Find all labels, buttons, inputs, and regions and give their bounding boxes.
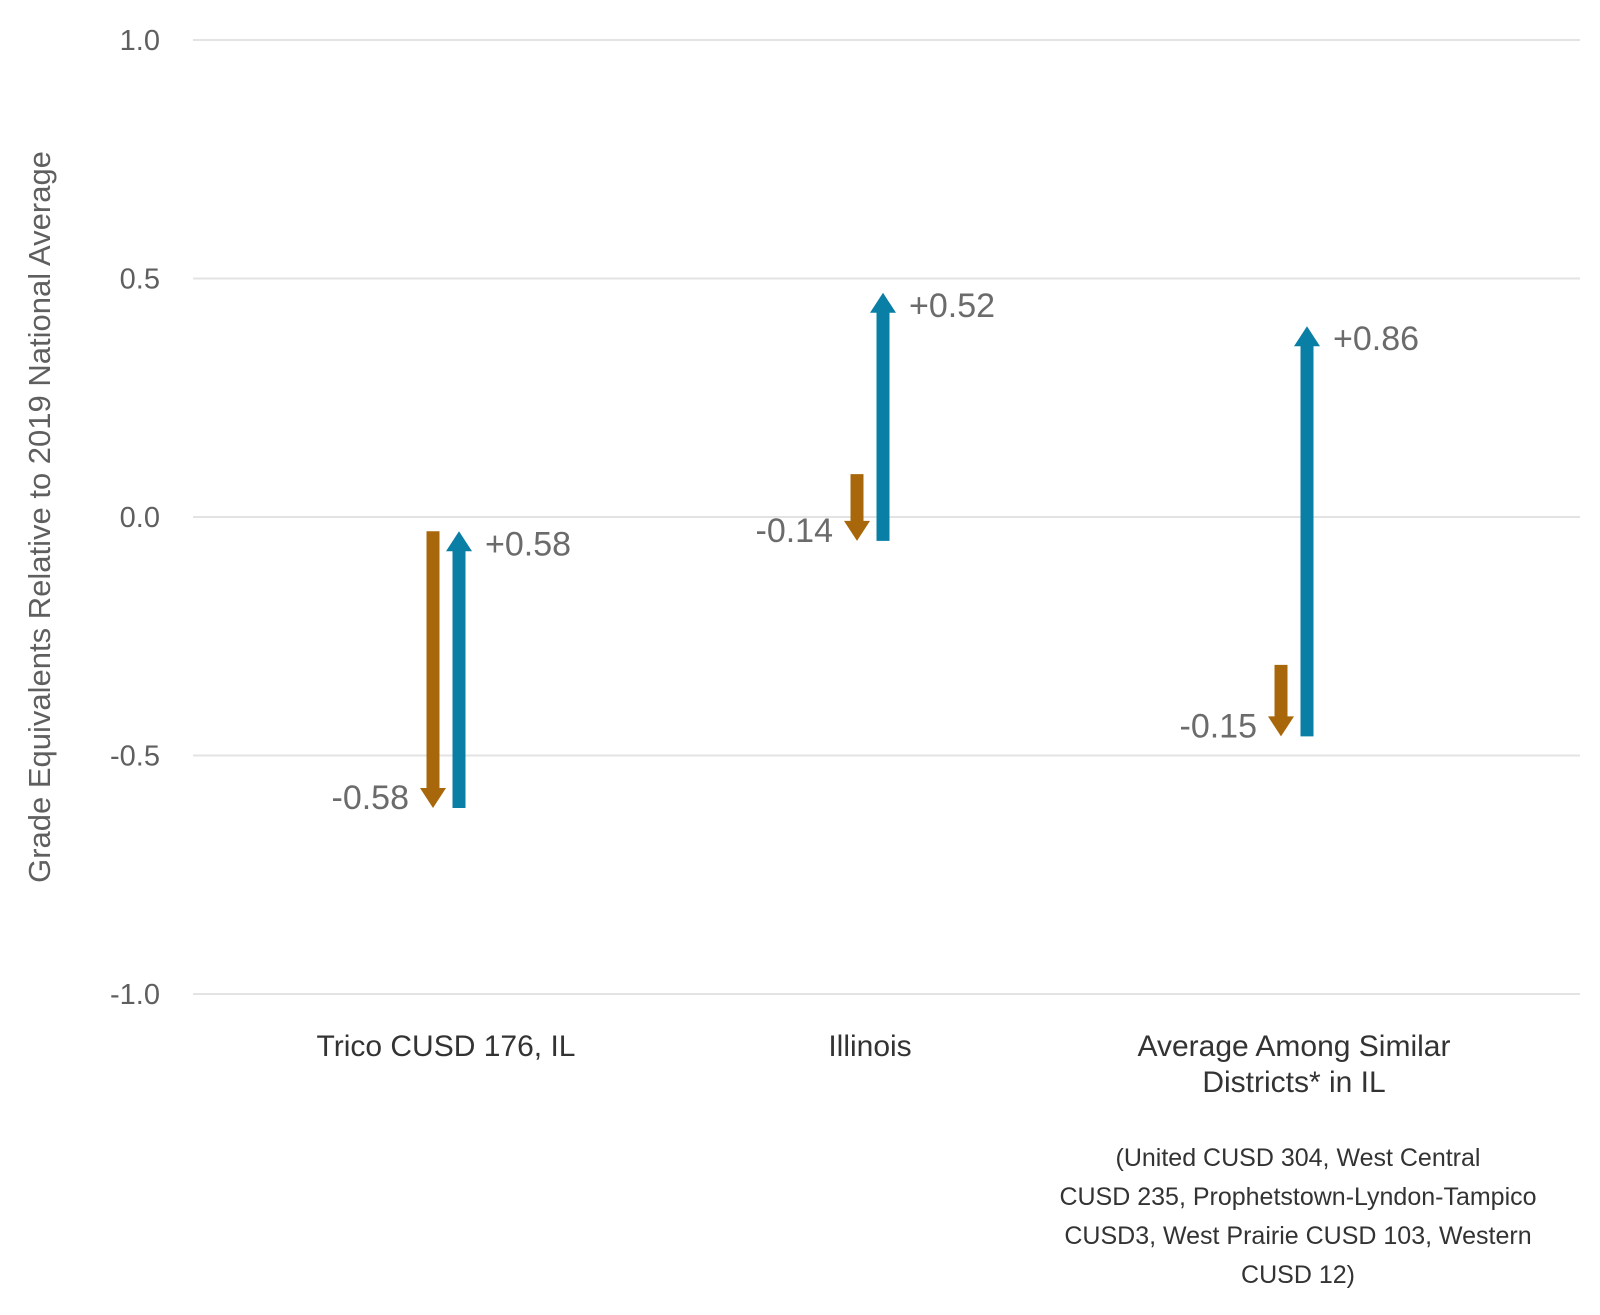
category-note: CUSD 12) <box>1241 1261 1355 1289</box>
y-axis-label: Grade Equivalents Relative to 2019 Natio… <box>22 151 57 883</box>
decline-value-label: -0.58 <box>332 779 410 817</box>
category-label: Illinois <box>828 1030 911 1063</box>
decline-arrow <box>420 531 446 808</box>
y-tick-label: -1.0 <box>110 979 160 1011</box>
decline-arrow <box>1268 664 1294 737</box>
category-note: CUSD3, West Prairie CUSD 103, Western <box>1064 1222 1531 1250</box>
decline-value-label: -0.15 <box>1180 707 1258 745</box>
gain-arrow <box>1294 326 1320 737</box>
arrow-marks: -0.58 +0.58 -0.14 +0.52 -0.15 +0.86 <box>332 287 1420 817</box>
category-note: (United CUSD 304, West Central <box>1116 1144 1481 1172</box>
category-note: CUSD 235, Prophetstown-Lyndon-Tampico <box>1059 1183 1536 1211</box>
y-tick-label: 1.0 <box>120 25 160 57</box>
y-axis: 1.0 0.5 0.0 -0.5 -1.0 <box>110 25 160 1011</box>
gain-arrow <box>870 292 896 541</box>
y-tick-label: -0.5 <box>110 741 160 773</box>
category-label: Average Among Similar <box>1138 1030 1451 1063</box>
category-label: Trico CUSD 176, IL <box>317 1030 576 1063</box>
gain-value-label: +0.52 <box>909 287 995 325</box>
decline-value-label: -0.14 <box>756 512 834 550</box>
category-label: Districts* in IL <box>1202 1066 1385 1099</box>
decline-arrow <box>844 474 870 541</box>
gain-value-label: +0.58 <box>485 525 571 563</box>
y-tick-label: 0.0 <box>120 502 160 534</box>
gain-value-label: +0.86 <box>1333 320 1419 358</box>
gain-arrow <box>446 531 472 808</box>
y-tick-label: 0.5 <box>120 264 160 296</box>
category-labels: Trico CUSD 176, IL Illinois Average Among … <box>317 1030 1537 1289</box>
